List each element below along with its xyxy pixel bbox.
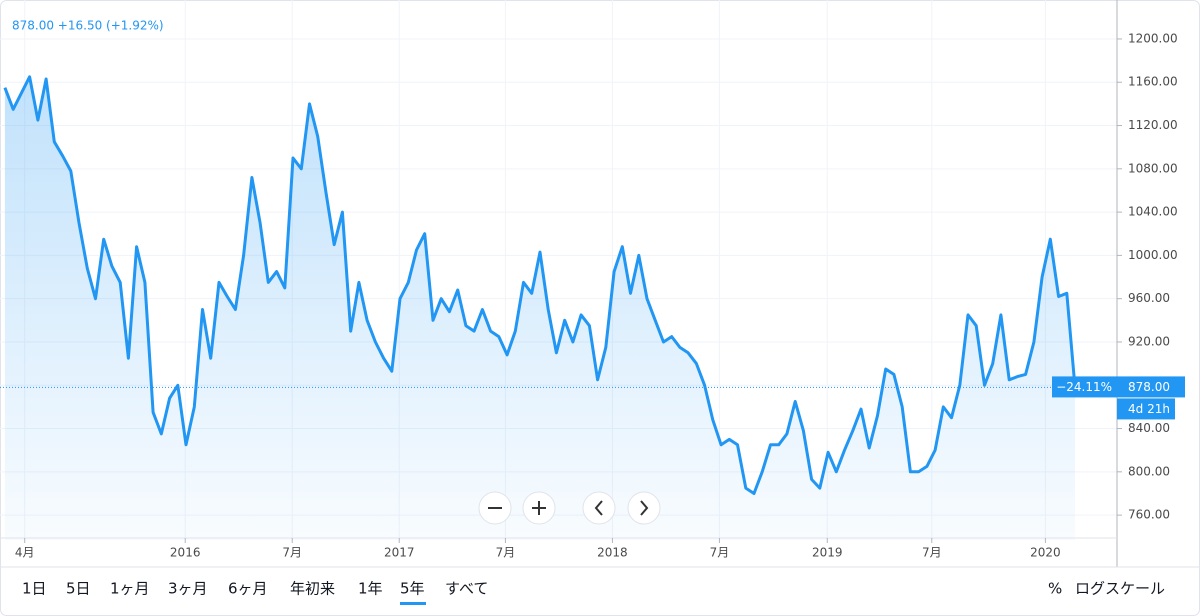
- y-tick-label: 1160.00: [1128, 75, 1178, 89]
- range-button[interactable]: 6ヶ月: [228, 580, 268, 598]
- range-button[interactable]: 5日: [66, 580, 91, 598]
- area-fill: [4, 76, 1076, 541]
- range-button[interactable]: 3ヶ月: [168, 580, 208, 598]
- scroll-left[interactable]: [582, 491, 616, 525]
- y-tick-label: 1000.00: [1128, 248, 1178, 262]
- zoom-out[interactable]: [478, 491, 512, 525]
- range-button[interactable]: すべて: [445, 580, 488, 598]
- x-tick-label: 2020: [1030, 546, 1061, 560]
- x-tick-label: 2016: [170, 546, 201, 560]
- price-label: 878.00: [1128, 380, 1170, 394]
- x-tick-label: 2018: [597, 546, 628, 560]
- x-tick-label: 4月: [15, 546, 35, 560]
- y-tick-label: 1120.00: [1128, 118, 1178, 132]
- active-underline: [400, 602, 426, 605]
- x-tick-label: 7月: [282, 546, 302, 560]
- countdown-label: 4d 21h: [1128, 402, 1170, 416]
- toolbar: 1日 5日 1ヶ月 3ヶ月 6ヶ月 年初来 1年 5年 すべて% ログスケール: [22, 580, 1165, 605]
- quote: 878.00 +16.50 (+1.92%): [12, 19, 164, 33]
- range-button[interactable]: 1ヶ月: [110, 580, 150, 598]
- range-button[interactable]: 1年: [358, 580, 383, 598]
- y-tick-label: 1200.00: [1128, 31, 1178, 45]
- scale-button[interactable]: ログスケール: [1075, 580, 1165, 598]
- x-tick-label: 2019: [812, 546, 843, 560]
- price-line: [3, 75, 1077, 495]
- range-button[interactable]: 1日: [22, 580, 47, 598]
- change-label: −24.11%: [1056, 380, 1112, 394]
- y-tick-label: 920.00: [1128, 334, 1170, 348]
- range-button[interactable]: 年初来: [290, 580, 335, 598]
- x-tick-label: 7月: [922, 546, 942, 560]
- zoom-in[interactable]: [522, 491, 556, 525]
- y-tick-label: 840.00: [1128, 421, 1170, 435]
- price-badge: [1117, 376, 1185, 398]
- scroll-right[interactable]: [627, 491, 661, 525]
- y-tick-label: 760.00: [1128, 508, 1170, 522]
- zoom-controls: [478, 491, 661, 525]
- range-button[interactable]: 5年: [400, 580, 425, 598]
- x-tick-label: 7月: [496, 546, 516, 560]
- countdown-badge: [1117, 398, 1175, 420]
- y-tick-label: 1080.00: [1128, 161, 1178, 175]
- x-tick-label: 2017: [384, 546, 415, 560]
- plot: [3, 75, 1077, 541]
- x-tick-label: 7月: [710, 546, 730, 560]
- y-tick-label: 800.00: [1128, 464, 1170, 478]
- y-tick-label: 1040.00: [1128, 205, 1178, 219]
- y-tick-label: 960.00: [1128, 291, 1170, 305]
- scale-button[interactable]: %: [1048, 580, 1062, 598]
- change-badge: [1052, 376, 1117, 398]
